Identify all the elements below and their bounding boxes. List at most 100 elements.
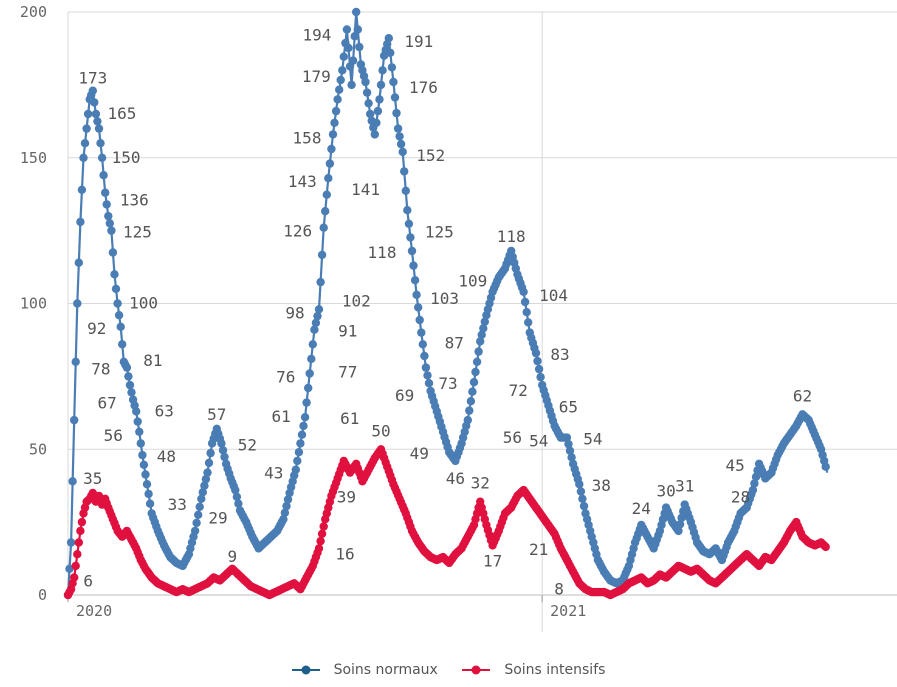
point-normal bbox=[195, 502, 204, 511]
point-normal bbox=[415, 315, 424, 325]
data-label: 38 bbox=[592, 476, 611, 495]
point-normal bbox=[328, 130, 338, 139]
point-normal bbox=[398, 147, 407, 157]
point-normal bbox=[300, 413, 310, 422]
data-label: 63 bbox=[155, 401, 174, 420]
data-label: 30 bbox=[656, 482, 675, 501]
grid bbox=[67, 11, 897, 632]
data-label: 81 bbox=[143, 351, 162, 370]
y-tick-label-50: 50 bbox=[29, 440, 47, 458]
data-label: 191 bbox=[404, 32, 433, 51]
point-normal bbox=[565, 446, 575, 455]
data-label: 54 bbox=[583, 430, 602, 449]
data-label: 83 bbox=[550, 345, 569, 364]
data-label: 194 bbox=[302, 26, 331, 45]
point-normal bbox=[674, 526, 683, 536]
point-normal bbox=[203, 468, 212, 477]
data-label: 31 bbox=[675, 477, 694, 496]
point-normal bbox=[302, 398, 311, 407]
point-normal bbox=[80, 139, 90, 148]
series-markers-normal bbox=[63, 7, 830, 600]
point-normal bbox=[220, 452, 229, 462]
point-normal bbox=[136, 439, 145, 448]
point-normal bbox=[66, 538, 76, 547]
data-label: 179 bbox=[302, 67, 331, 86]
point-normal bbox=[531, 348, 541, 358]
point-normal bbox=[125, 380, 135, 390]
point-normal bbox=[575, 480, 584, 489]
data-label: 143 bbox=[288, 172, 317, 191]
point-normal bbox=[201, 474, 211, 484]
point-normal bbox=[519, 287, 528, 296]
point-normal bbox=[579, 501, 589, 511]
point-normal bbox=[465, 406, 474, 415]
point-normal bbox=[96, 139, 105, 148]
point-normal bbox=[192, 518, 201, 528]
point-normal bbox=[375, 95, 384, 104]
point-normal bbox=[395, 132, 404, 141]
data-label: 104 bbox=[539, 286, 568, 305]
data-label: 52 bbox=[238, 435, 257, 454]
point-intensive bbox=[317, 529, 327, 538]
point-normal bbox=[372, 118, 381, 128]
point-normal bbox=[142, 480, 152, 489]
y-tick-label-200: 200 bbox=[20, 3, 47, 21]
data-label: 61 bbox=[271, 407, 290, 426]
point-normal bbox=[327, 144, 336, 154]
data-label: 49 bbox=[410, 444, 429, 463]
point-intensive bbox=[71, 561, 80, 571]
point-normal bbox=[390, 93, 400, 102]
data-label: 16 bbox=[335, 544, 354, 563]
point-normal bbox=[534, 364, 544, 374]
series-markers-intensive bbox=[63, 445, 830, 600]
data-label: 28 bbox=[731, 487, 750, 506]
point-normal bbox=[414, 303, 423, 312]
point-normal bbox=[90, 98, 99, 107]
point-normal bbox=[677, 513, 686, 522]
point-normal bbox=[336, 75, 345, 85]
data-label: 126 bbox=[283, 222, 312, 241]
point-normal bbox=[468, 387, 477, 396]
legend-item-intensive[interactable]: Soins intensifs bbox=[462, 662, 605, 678]
point-normal bbox=[135, 427, 144, 436]
point-normal bbox=[370, 130, 379, 139]
point-normal bbox=[71, 357, 80, 366]
point-normal bbox=[392, 108, 401, 118]
point-normal bbox=[417, 328, 426, 337]
data-label: 72 bbox=[509, 381, 528, 400]
point-normal bbox=[466, 397, 476, 406]
point-normal bbox=[471, 367, 480, 377]
point-normal bbox=[338, 66, 347, 75]
point-normal bbox=[68, 477, 77, 486]
x-tick-label-2021: 2021 bbox=[550, 602, 586, 620]
point-normal bbox=[99, 171, 108, 180]
point-normal bbox=[564, 439, 573, 449]
data-label: 141 bbox=[351, 180, 380, 199]
point-normal bbox=[522, 308, 531, 317]
point-normal bbox=[750, 479, 759, 488]
point-normal bbox=[322, 190, 331, 199]
data-label: 98 bbox=[285, 303, 304, 322]
data-label: 69 bbox=[395, 386, 414, 405]
point-normal bbox=[314, 305, 324, 314]
point-normal bbox=[524, 318, 533, 327]
point-normal bbox=[316, 277, 325, 287]
point-normal bbox=[344, 43, 353, 53]
data-label: 35 bbox=[83, 469, 102, 488]
data-label: 118 bbox=[497, 227, 526, 246]
data-label: 165 bbox=[107, 104, 136, 123]
point-normal bbox=[111, 284, 121, 294]
data-label: 29 bbox=[208, 509, 227, 528]
point-normal bbox=[567, 453, 576, 462]
point-normal bbox=[536, 372, 545, 382]
data-label: 48 bbox=[157, 447, 176, 466]
point-normal bbox=[113, 299, 122, 308]
point-normal bbox=[387, 63, 397, 72]
point-normal bbox=[91, 109, 101, 119]
point-normal bbox=[469, 378, 479, 387]
data-label: 56 bbox=[104, 426, 123, 445]
legend-item-normal[interactable]: Soins normaux bbox=[291, 662, 438, 678]
point-normal bbox=[294, 448, 304, 457]
point-normal bbox=[520, 297, 530, 307]
